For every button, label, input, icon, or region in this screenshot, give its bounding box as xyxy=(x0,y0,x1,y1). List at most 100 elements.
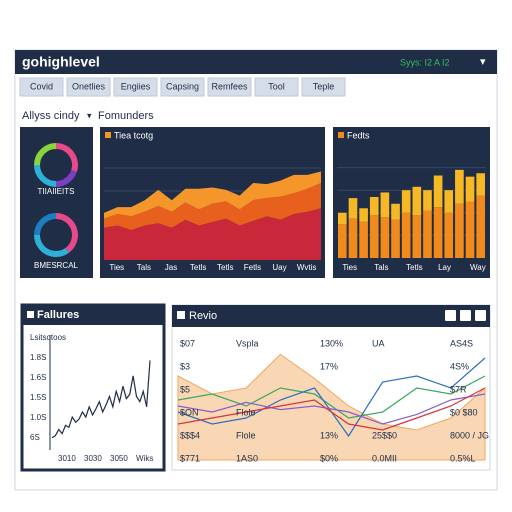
bar xyxy=(444,190,454,213)
header-bar xyxy=(15,50,497,74)
table-cell: 8000 / JG xyxy=(450,430,489,440)
table-cell: $0 $80 xyxy=(450,407,478,417)
x-tick-label: Fetls xyxy=(244,263,261,272)
app-title: gohighlevel xyxy=(22,54,100,70)
bar xyxy=(359,208,368,222)
area xyxy=(104,208,321,260)
bar xyxy=(476,195,485,258)
tab-label[interactable]: Tool xyxy=(268,81,285,91)
tab[interactable] xyxy=(301,77,346,97)
panel xyxy=(333,127,490,278)
bar xyxy=(465,201,475,258)
tab-label[interactable]: Engiies xyxy=(121,81,151,91)
tab-label[interactable]: Teple xyxy=(313,81,335,91)
x-tick-label: Lay xyxy=(438,263,451,272)
donut-segment xyxy=(55,169,77,187)
bar xyxy=(359,221,368,258)
line xyxy=(51,360,151,439)
bar xyxy=(444,212,454,258)
bar xyxy=(476,173,485,196)
table-cell: 1AS0 xyxy=(236,453,258,463)
table-cell: 17% xyxy=(320,361,338,371)
tab[interactable] xyxy=(113,77,158,97)
tab-label[interactable]: Capsing xyxy=(166,81,199,91)
x-label: 3010 xyxy=(58,454,76,463)
bar xyxy=(391,219,400,258)
line xyxy=(177,393,486,425)
panel-button[interactable] xyxy=(475,310,486,321)
area xyxy=(104,182,321,231)
panel-header xyxy=(172,305,490,327)
bar xyxy=(423,210,432,258)
toolbar-label: Allyss cindy xyxy=(22,110,80,122)
x-tick-label: Ties xyxy=(342,263,357,272)
panel-title: Fallures xyxy=(37,309,79,321)
panel-button[interactable] xyxy=(460,310,471,321)
donut-segment xyxy=(34,234,69,257)
tab[interactable] xyxy=(160,77,205,97)
tab-label[interactable]: Remfees xyxy=(211,81,248,91)
bar xyxy=(401,190,411,213)
x-tick-label: Tetls xyxy=(406,263,422,272)
panel-button[interactable] xyxy=(445,310,456,321)
table-cell: $5 xyxy=(180,384,190,394)
table-cell: 13% xyxy=(320,430,338,440)
panel-icon xyxy=(105,132,111,138)
tab-label[interactable]: Covid xyxy=(30,81,53,91)
bar xyxy=(455,169,464,204)
bar xyxy=(465,176,475,202)
panel-title: Tiea tcotg xyxy=(114,130,153,140)
x-label: Wiks xyxy=(136,454,153,463)
table-cell: $7R xyxy=(450,384,467,394)
bar xyxy=(380,192,390,218)
bar xyxy=(412,186,422,216)
panel-icon xyxy=(177,311,185,319)
tab[interactable] xyxy=(207,77,252,97)
panel-title: Fedts xyxy=(347,130,370,140)
table-cell: 0.5%L xyxy=(450,453,476,463)
x-label: 3030 xyxy=(84,454,102,463)
tab[interactable] xyxy=(19,77,64,97)
bar xyxy=(369,196,379,216)
table-cell: 130% xyxy=(320,338,343,348)
bar xyxy=(455,203,464,258)
bar xyxy=(391,203,400,220)
line xyxy=(177,375,486,419)
bar xyxy=(369,215,379,258)
x-tick-label: Way xyxy=(470,263,486,272)
table-cell: $0% xyxy=(320,453,338,463)
toolbar-filter: Fomunders xyxy=(98,110,154,122)
y-label: 1.6S xyxy=(30,373,46,382)
line xyxy=(177,387,486,431)
x-tick-label: Tetls xyxy=(190,263,206,272)
toolbar-caret[interactable]: ▾ xyxy=(87,110,92,120)
donut-label: TIIAIIEITS xyxy=(38,187,75,196)
donut-segment xyxy=(34,143,57,166)
bar xyxy=(338,212,347,225)
x-tick-label: Tals xyxy=(374,263,388,272)
bar xyxy=(348,198,358,219)
table-cell: Flole xyxy=(236,430,256,440)
menu[interactable]: ▾ xyxy=(480,56,486,68)
tab[interactable] xyxy=(66,77,111,97)
table-cell: $771 xyxy=(180,453,200,463)
donut-segment xyxy=(55,143,78,172)
donut-segment xyxy=(55,213,78,253)
table-cell: $3 xyxy=(180,361,190,371)
bar xyxy=(423,190,432,211)
bar xyxy=(412,215,422,258)
x-tick-label: Tals xyxy=(137,263,151,272)
x-tick-label: Jas xyxy=(165,263,177,272)
table-cell: 0.0MII xyxy=(372,453,397,463)
y-label: 1.0S xyxy=(30,413,46,422)
table-cell: AS4S xyxy=(450,338,473,348)
tab[interactable] xyxy=(254,77,299,97)
table-cell: $ON xyxy=(180,407,199,417)
bar xyxy=(433,207,443,258)
tab-label[interactable]: Onetlies xyxy=(72,81,106,91)
panel-icon xyxy=(338,132,344,138)
panel-icon xyxy=(27,311,34,318)
status: Syys: I2 A I2 xyxy=(400,57,450,67)
x-tick-label: Wvtis xyxy=(297,263,317,272)
bar xyxy=(380,217,390,258)
